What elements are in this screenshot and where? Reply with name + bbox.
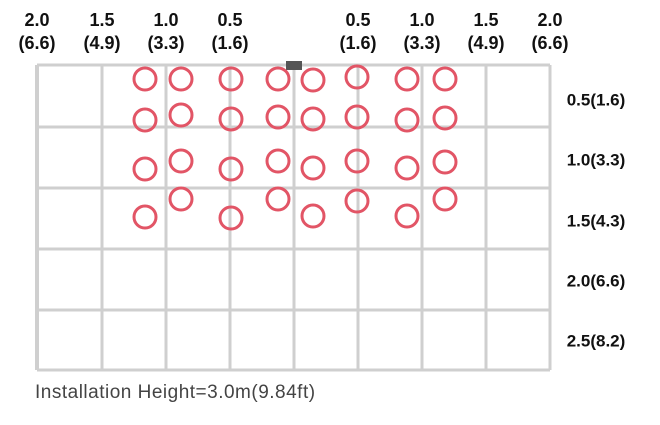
- top-label: (1.6): [339, 33, 376, 53]
- detection-zone: [344, 148, 370, 174]
- detection-zone: [265, 66, 291, 92]
- footer: Installation Height=3.0m(9.84ft): [35, 382, 316, 403]
- detection-zone: [432, 186, 458, 212]
- top-label: (6.6): [18, 33, 55, 53]
- top-label: 1.0: [153, 10, 178, 30]
- detection-zone: [218, 66, 244, 92]
- row-label: 2.5(8.2): [567, 331, 626, 350]
- detection-zone: [300, 106, 326, 132]
- top-label: (3.3): [403, 33, 440, 53]
- top-label: (4.9): [83, 33, 120, 53]
- detection-zone: [168, 66, 194, 92]
- detection-zone: [168, 102, 194, 128]
- detection-zone: [344, 104, 370, 130]
- detection-zone: [432, 105, 458, 131]
- top-label: 1.0: [409, 10, 434, 30]
- detection-zone: [265, 104, 291, 130]
- top-label: (3.3): [147, 33, 184, 53]
- detection-zone: [265, 148, 291, 174]
- top-label: 2.0: [537, 10, 562, 30]
- detection-zone: [344, 188, 370, 214]
- detection-zone: [132, 156, 158, 182]
- detection-zone: [218, 156, 244, 182]
- row-label: 1.5(4.3): [567, 211, 626, 230]
- top-label: (6.6): [531, 33, 568, 53]
- top-label: (1.6): [211, 33, 248, 53]
- row-label: 2.0(6.6): [567, 271, 626, 290]
- top-label: 1.5: [89, 10, 114, 30]
- top-label: 0.5: [345, 10, 370, 30]
- detection-zone: [432, 149, 458, 175]
- top-label: (4.9): [467, 33, 504, 53]
- top-label: 1.5: [473, 10, 498, 30]
- detection-zone: [394, 203, 420, 229]
- detection-zone: [432, 66, 458, 92]
- detection-zone: [132, 66, 158, 92]
- top-label: 0.5: [217, 10, 242, 30]
- detection-zone: [300, 203, 326, 229]
- detection-zone: [394, 155, 420, 181]
- detection-zone: [394, 107, 420, 133]
- detection-zone: [168, 186, 194, 212]
- detection-zone: [168, 148, 194, 174]
- detection-zone: [344, 64, 370, 90]
- detection-zone: [132, 107, 158, 133]
- detection-zone: [218, 106, 244, 132]
- row-label: 0.5(1.6): [567, 90, 626, 109]
- top-label: 2.0: [24, 10, 49, 30]
- detection-zone: [218, 205, 244, 231]
- sensor: [286, 61, 302, 70]
- detection-zone: [394, 66, 420, 92]
- detection-zone: [300, 67, 326, 93]
- detection-zone: [132, 204, 158, 230]
- detection-zone: [300, 155, 326, 181]
- detection-zone: [265, 186, 291, 212]
- row-label: 1.0(3.3): [567, 150, 626, 169]
